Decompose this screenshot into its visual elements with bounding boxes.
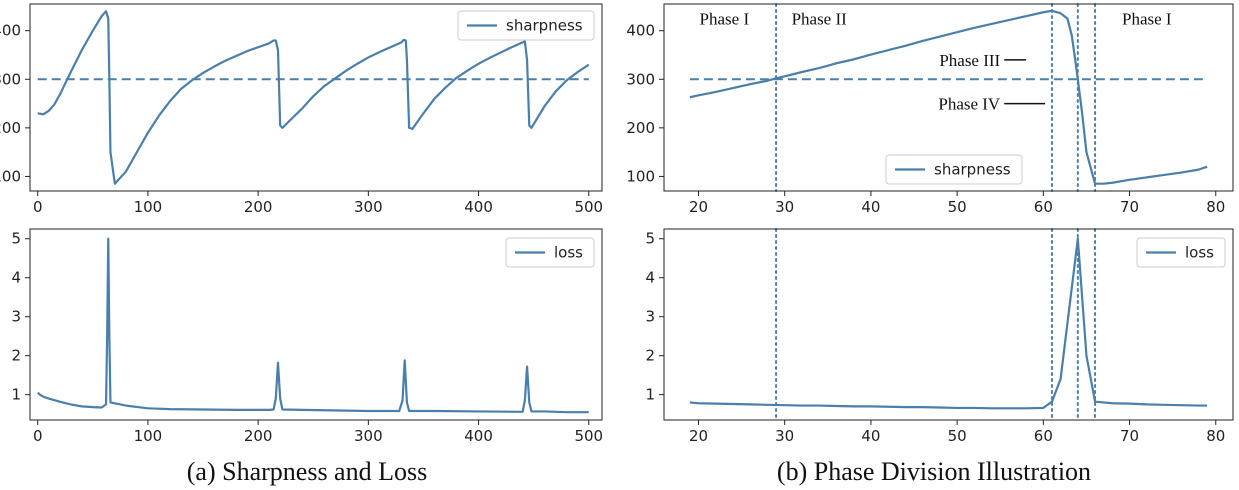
y-tick-label: 5	[645, 230, 655, 248]
caption-a: (a) Sharpness and Loss	[187, 457, 427, 486]
x-tick-label: 70	[1120, 198, 1139, 216]
panel-b-bottom-loss-plot: 20 30 40 50 60 70 80 1 2 3 4 5 loss	[645, 228, 1234, 445]
x-tick-label: 80	[1206, 198, 1225, 216]
x-tick-label: 80	[1206, 427, 1225, 445]
legend-box	[1136, 237, 1226, 268]
x-tick-label: 400	[464, 427, 493, 445]
x-tick-label: 60	[1034, 198, 1053, 216]
x-tick-label: 400	[464, 198, 493, 216]
y-tick-label: 200	[0, 119, 21, 137]
legend-box	[457, 10, 595, 41]
y-tick-label: 400	[626, 22, 655, 40]
y-tick-label: 3	[645, 308, 655, 326]
loss-series-line	[689, 237, 1208, 410]
panel-a-bottom-loss-plot: 0 100 200 300 400 500 1 2 3 4 5 loss	[11, 228, 603, 445]
y-tick-label: 2	[645, 347, 655, 365]
x-tick-label: 300	[354, 198, 383, 216]
x-tick-label: 30	[775, 427, 794, 445]
y-tick-label: 200	[626, 119, 655, 137]
y-tick-label: 100	[626, 167, 655, 185]
legend-label: loss	[554, 244, 583, 262]
y-tick-label: 300	[626, 70, 655, 88]
panel-a-top-sharpness-plot: 0 100 200 300 400 500 100 200 300 400 sharpness	[0, 3, 603, 216]
phase-annotation-label: Phase I	[700, 10, 750, 29]
phase-annotation-label: Phase III	[939, 51, 1000, 70]
y-tick-label: 5	[11, 230, 21, 248]
y-tick-label: 2	[11, 347, 21, 365]
phase-annotation-label: Phase I	[1122, 10, 1172, 29]
x-tick-label: 200	[244, 427, 273, 445]
panel-b-top-sharpness-plot: 20 30 40 50 60 70 80 100 200 300 400 Phase I Phase I…	[626, 3, 1234, 216]
plot-frame	[663, 228, 1234, 421]
legend-box	[885, 154, 1023, 185]
legend-label: loss	[1185, 244, 1214, 262]
x-tick-label: 40	[861, 427, 880, 445]
phase-annotation-label: Phase IV	[938, 95, 1001, 114]
x-tick-label: 70	[1120, 427, 1139, 445]
y-tick-label: 1	[645, 386, 655, 404]
y-tick-label: 400	[0, 22, 21, 40]
x-tick-label: 50	[948, 427, 967, 445]
plot-frame	[29, 3, 603, 192]
x-tick-label: 200	[244, 198, 273, 216]
legend-box	[505, 237, 595, 268]
x-tick-label: 100	[134, 427, 163, 445]
plot-frame	[663, 3, 1234, 192]
x-tick-label: 0	[33, 198, 43, 216]
y-tick-label: 1	[11, 386, 21, 404]
loss-series-line	[36, 237, 589, 414]
y-tick-label: 300	[0, 70, 21, 88]
x-tick-label: 50	[948, 198, 967, 216]
x-tick-label: 20	[689, 198, 708, 216]
x-tick-label: 0	[33, 427, 43, 445]
x-tick-label: 20	[689, 427, 708, 445]
y-tick-label: 4	[645, 269, 655, 287]
caption-b: (b) Phase Division Illustration	[777, 457, 1091, 486]
legend-label: sharpness	[506, 17, 583, 35]
sharpness-series-line	[689, 9, 1208, 185]
y-tick-label: 4	[11, 269, 21, 287]
x-tick-label: 40	[861, 198, 880, 216]
sharpness-series-line	[37, 10, 590, 185]
x-tick-label: 300	[354, 427, 383, 445]
y-tick-label: 3	[11, 308, 21, 326]
x-tick-label: 100	[134, 198, 163, 216]
phase-annotation-label: Phase II	[792, 10, 848, 29]
legend-label: sharpness	[934, 161, 1011, 179]
x-tick-label: 30	[775, 198, 794, 216]
x-tick-label: 60	[1034, 427, 1053, 445]
y-tick-label: 100	[0, 167, 21, 185]
plot-frame	[29, 228, 603, 421]
x-tick-label: 500	[574, 427, 603, 445]
x-tick-label: 500	[574, 198, 603, 216]
